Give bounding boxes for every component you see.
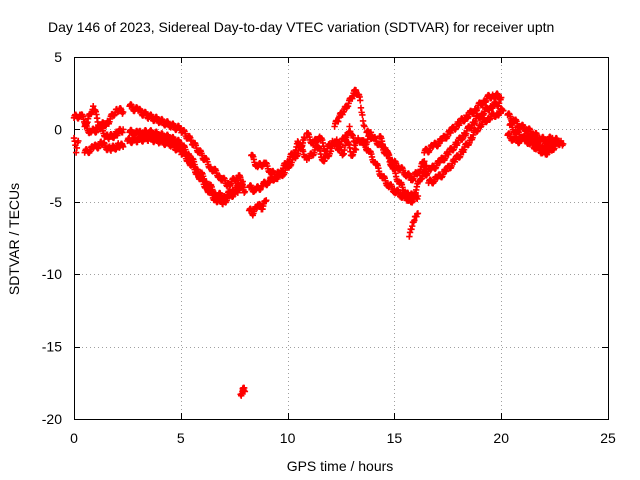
data-point [500, 107, 507, 114]
y-tick-labels: -20 -15 -10 -5 0 5 [42, 49, 62, 427]
y-tick-label: -10 [42, 266, 62, 282]
chart-title: Day 146 of 2023, Sidereal Day-to-day VTE… [48, 19, 554, 35]
x-tick-label: 0 [70, 430, 78, 446]
y-tick-label: -5 [50, 194, 63, 210]
data-point [241, 188, 249, 195]
data-point [301, 134, 308, 142]
data-point [239, 181, 246, 188]
series-track-y [504, 130, 567, 158]
data-point [75, 137, 82, 145]
series-track-l [237, 384, 249, 399]
data-point [119, 108, 127, 116]
series-track-s [406, 210, 422, 240]
series-track-j [245, 138, 311, 196]
data-point [559, 140, 567, 148]
series-track-v [425, 105, 507, 187]
series-track-r [376, 133, 422, 206]
series-track-b [81, 121, 127, 143]
series-track-t [421, 90, 505, 156]
series-track-n [305, 123, 360, 165]
data-point [495, 100, 503, 107]
y-tick-label: -15 [42, 339, 62, 355]
series-track-g [124, 132, 246, 208]
series-track-u [418, 98, 503, 179]
data-point [361, 123, 368, 130]
series-track-h [235, 172, 246, 189]
x-tick-label: 20 [493, 430, 509, 446]
data-point [352, 146, 360, 153]
series-track-d [70, 134, 82, 156]
y-tick-label: 0 [54, 121, 62, 137]
data-point [119, 126, 127, 133]
y-tick-label: 5 [54, 49, 62, 65]
plot-frame [74, 57, 609, 420]
data-point [414, 192, 422, 200]
y-tick-label: -20 [42, 411, 62, 427]
data-point [359, 111, 366, 119]
data-point [237, 391, 244, 398]
x-tick-label: 25 [600, 430, 616, 446]
data-point [119, 143, 127, 150]
x-tick-labels: 0 5 10 15 20 25 [70, 430, 616, 446]
y-axis-title: SDTVAR / TECUs [6, 183, 22, 295]
data-points [70, 86, 567, 399]
data-point [498, 94, 505, 101]
tick-layer [74, 57, 609, 420]
x-axis-title: GPS time / hours [287, 458, 394, 474]
x-tick-label: 5 [177, 430, 185, 446]
series-track-o [331, 86, 368, 130]
series-track-e [126, 101, 249, 196]
series-track-c [81, 138, 127, 157]
series-track-k [245, 197, 270, 219]
x-tick-label: 10 [280, 430, 296, 446]
data-point [414, 210, 422, 217]
data-point [263, 197, 270, 204]
data-point [421, 158, 428, 165]
data-point [357, 97, 364, 104]
x-tick-label: 15 [387, 430, 403, 446]
